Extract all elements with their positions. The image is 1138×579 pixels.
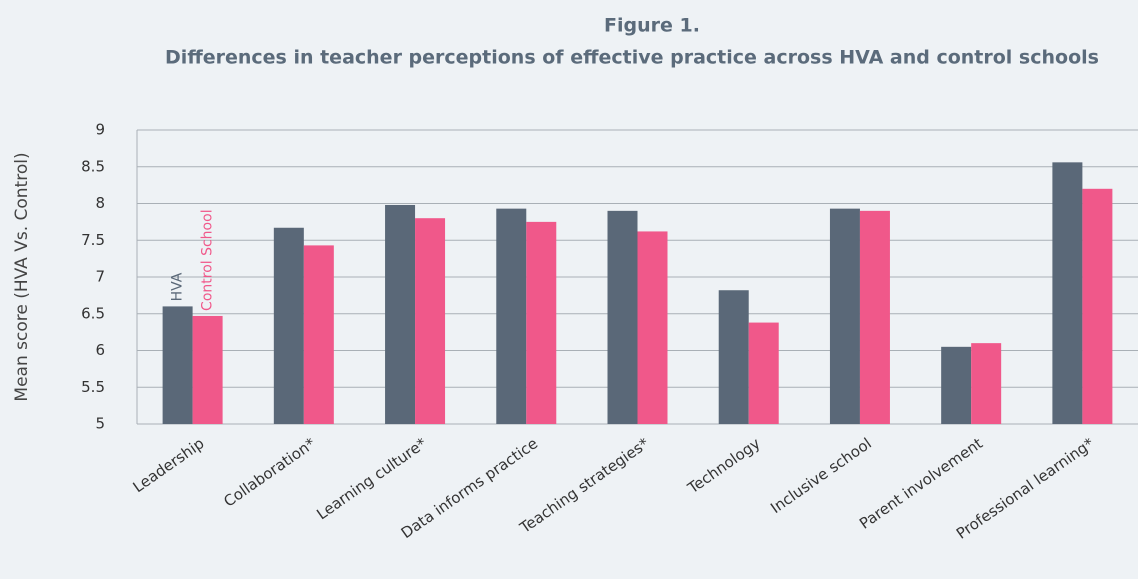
bar (385, 204, 416, 424)
x-tick-label: Collaboration* (220, 434, 319, 511)
bar (607, 210, 638, 424)
bar (1052, 162, 1083, 424)
chart-subtitle: Differences in teacher perceptions of ef… (165, 47, 1099, 69)
bar (637, 231, 668, 424)
bar (415, 218, 446, 424)
y-tick-label: 5 (95, 415, 105, 433)
y-tick-label: 8.5 (81, 157, 105, 175)
y-tick-label: 9 (95, 121, 105, 139)
y-tick-label: 7.5 (81, 231, 105, 249)
y-tick-label: 6.5 (81, 304, 105, 322)
bar (526, 221, 557, 424)
bar (748, 322, 779, 424)
bar (971, 343, 1002, 424)
bar (718, 290, 749, 424)
y-tick-label: 5.5 (81, 378, 105, 396)
chart-title: Figure 1. (604, 15, 700, 37)
x-tick-label: Learning culture* (313, 434, 430, 523)
bar (941, 346, 972, 424)
x-tick-label: Technology (684, 434, 764, 498)
series-label: HVA (170, 272, 186, 301)
x-tick-label: Inclusive school (767, 434, 875, 517)
y-tick-label: 8 (95, 194, 105, 212)
bar (303, 245, 334, 424)
y-tick-label: 7 (95, 268, 105, 286)
x-tick-label: Leadership (130, 434, 208, 496)
bar (273, 227, 304, 424)
bar (1082, 188, 1113, 424)
y-axis-label: Mean score (HVA Vs. Control) (12, 152, 32, 401)
bar (162, 306, 193, 424)
bar (829, 208, 860, 424)
bar (859, 210, 890, 424)
bar (496, 208, 527, 424)
y-tick-label: 6 (95, 341, 105, 359)
bar (192, 315, 223, 424)
series-label: Control School (200, 209, 216, 311)
